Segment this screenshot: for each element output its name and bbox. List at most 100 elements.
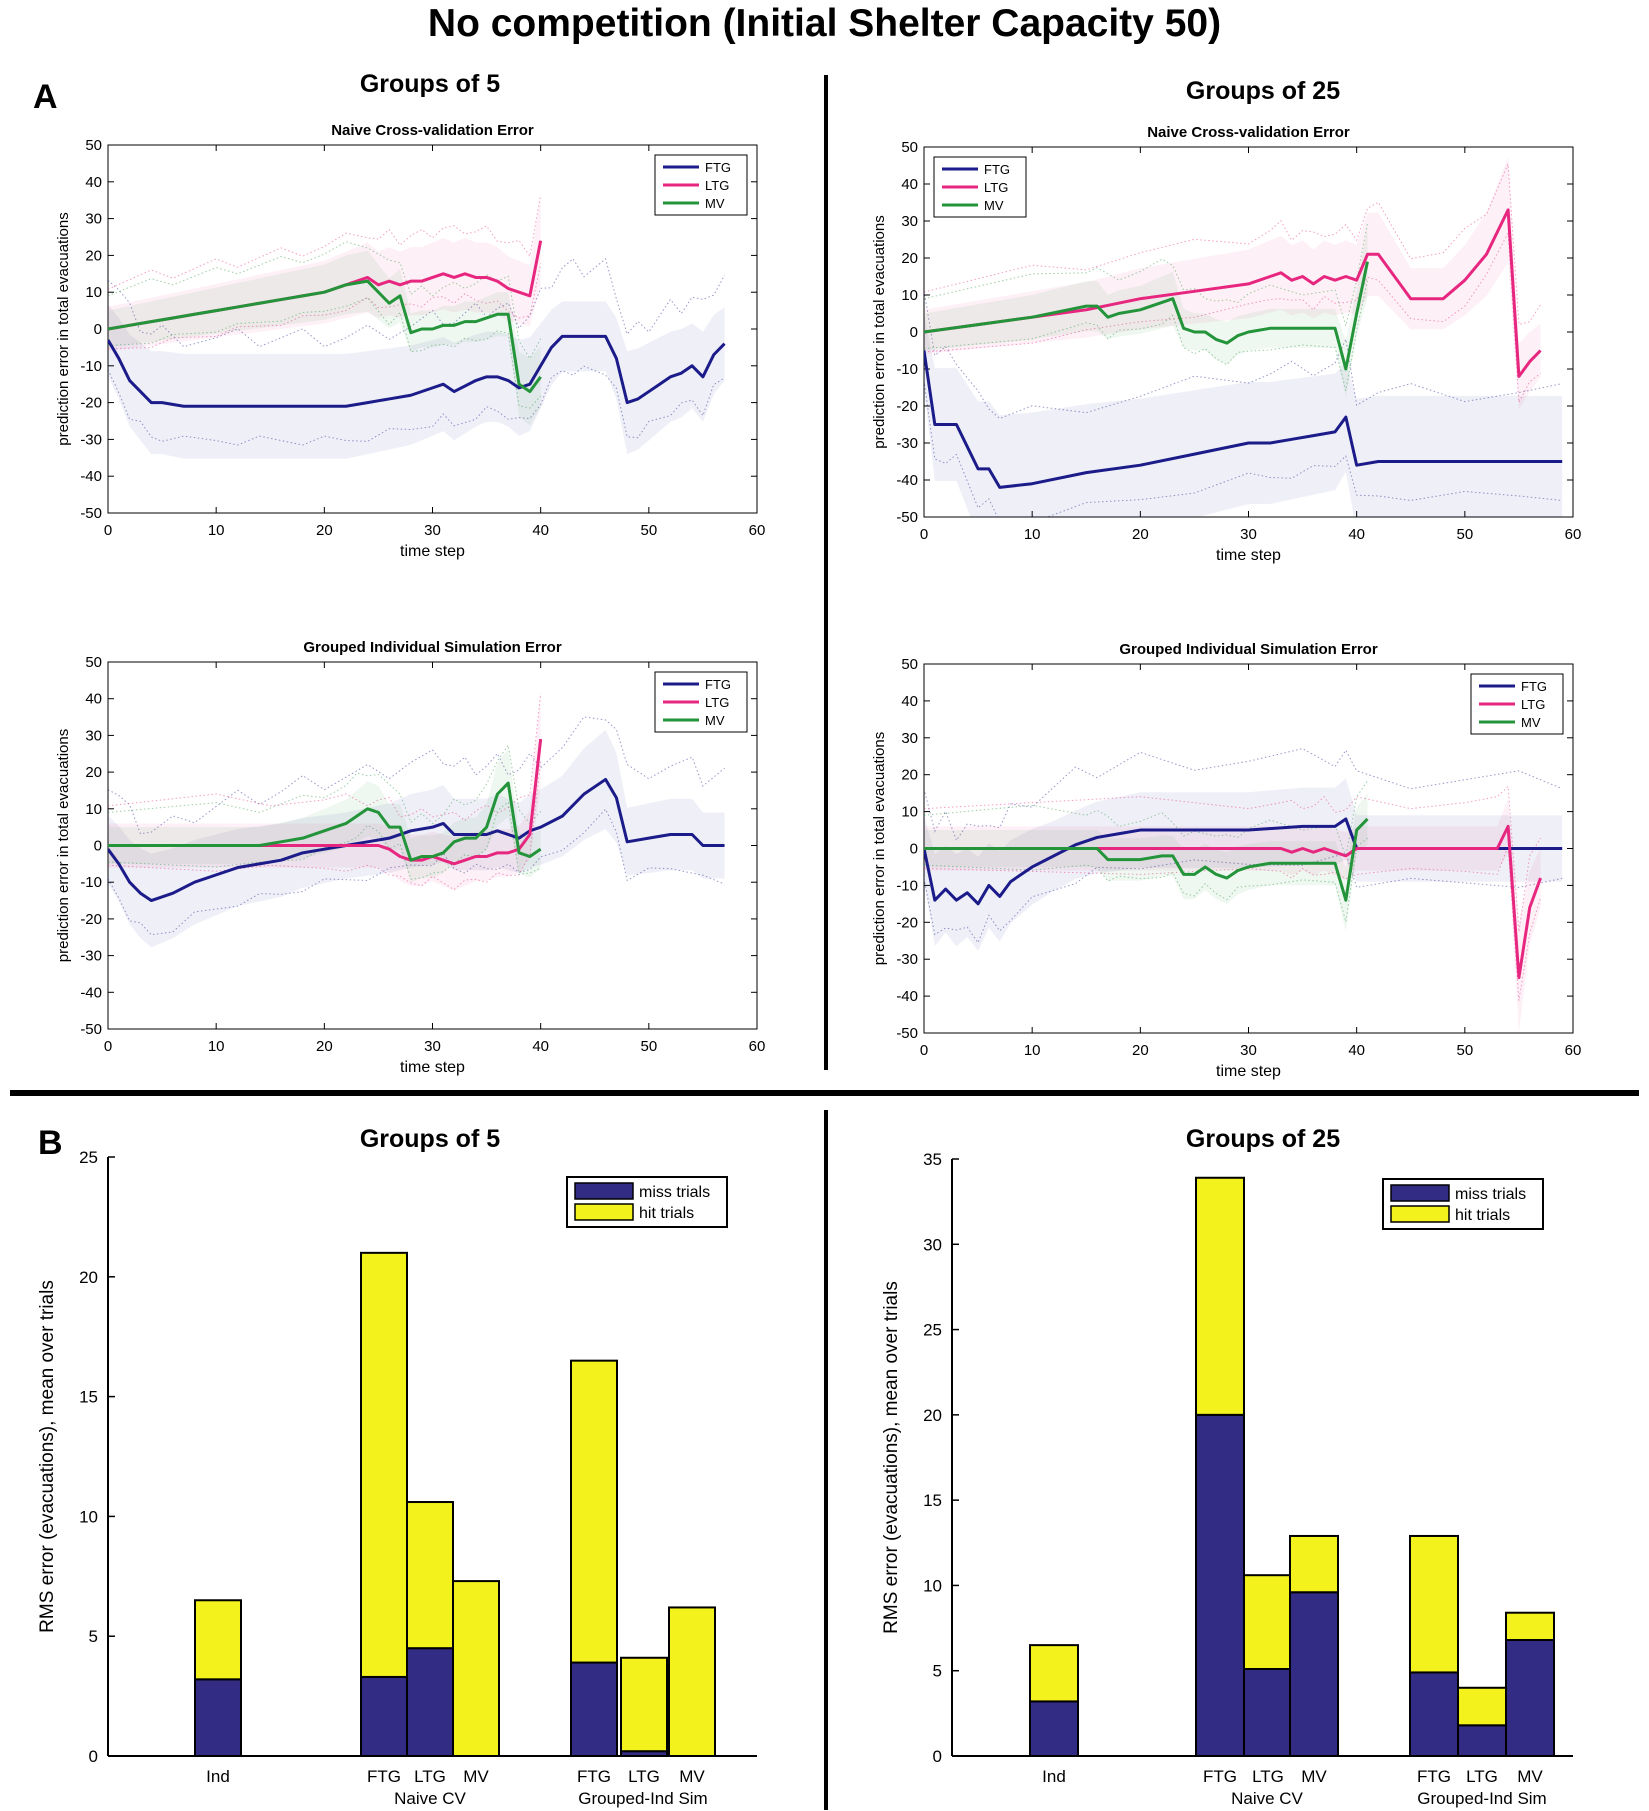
x-tick-label: 60 [749,1038,766,1055]
series-line-ftg [108,334,726,408]
x-tick-label: 50 [1456,526,1473,543]
series-line-mv [108,279,542,394]
x-tick-label: 40 [1348,526,1365,543]
y-tick-label: -50 [80,505,102,522]
y-tick-label: 10 [901,287,918,304]
category-label: FTG [367,1767,401,1786]
series-line-mv [924,261,1369,371]
bar-hit-1 [1195,1176,1245,1416]
y-tick-label: 30 [901,213,918,230]
legend-label-mv: MV [1521,715,1541,730]
x-tick-label: 10 [1024,1042,1041,1059]
bar-hit-2 [1243,1574,1293,1671]
trial-trace-mv [924,837,1368,922]
y-tick-label: 35 [923,1150,942,1169]
legend-label-ftg: FTG [705,677,731,692]
legend-label-ftg: FTG [705,160,731,175]
x-tick-label: 40 [1348,1042,1365,1059]
x-tick-label: 10 [208,1038,225,1055]
x-tick-label: 10 [1024,526,1041,543]
y-tick-label: 40 [85,174,102,191]
legend-swatch-miss [574,1182,634,1200]
y-tick-label: 0 [94,321,102,338]
y-tick-label: -10 [80,874,102,891]
legend-label-mv: MV [984,198,1004,213]
y-tick-label: 10 [923,1576,942,1595]
chart-a25_grouped: 0 10 20 30 40 50 60 -50 -40 -30 -20 -10 0 10 20 30 40 50 G… [871,641,1581,1080]
category-label: LTG [1252,1767,1284,1786]
group-title-b-5: Groups of 5 [359,1125,501,1153]
y-tick-label: 30 [85,727,102,744]
bar-hit-6 [1505,1611,1555,1642]
band-ltg [924,798,1541,1033]
legend-label-ltg: LTG [984,180,1008,195]
category-label: FTG [577,1767,611,1786]
y-tick-label: 0 [933,1747,942,1766]
y-tick-label: 50 [901,139,918,156]
panel-b-divider [824,1110,828,1810]
y-tick-label: 20 [79,1268,98,1287]
band-mv [108,250,541,426]
trial-trace-ltg [108,263,542,350]
y-tick-label: 0 [910,841,918,858]
trial-trace-ftg [924,852,1563,944]
category-label: FTG [1417,1767,1451,1786]
chart-title: Grouped Individual Simulation Error [1119,641,1378,658]
trial-trace-mv [108,743,542,825]
bar-hit-5 [620,1656,668,1753]
bar-miss-4 [1409,1671,1459,1758]
figure-title: No competition (Initial Shelter Capacity… [427,2,1222,45]
x-axis-label: time step [400,1059,465,1076]
category-label: MV [1517,1767,1543,1786]
legend-label-ftg: FTG [984,162,1010,177]
y-tick-label: -30 [896,435,918,452]
series-line-ltg [924,824,1542,980]
y-tick-label: 30 [85,211,102,228]
bar-hit-2 [406,1501,454,1650]
y-tick-label: 10 [79,1507,98,1526]
y-tick-label: 20 [901,767,918,784]
trial-trace-ltg [924,231,1541,405]
bar-miss-4 [570,1661,618,1758]
y-tick-label: 20 [85,247,102,264]
bar-hit-5 [1457,1686,1507,1727]
y-tick-label: -40 [896,988,918,1005]
x-axis-label: time step [400,543,465,560]
x-tick-label: 50 [640,1038,657,1055]
trial-trace-mv [108,241,542,360]
legend: FTG LTG MV [1470,673,1564,735]
series-line-ftg [108,777,725,903]
y-tick-label: 25 [79,1148,98,1167]
y-tick-label: 50 [901,656,918,673]
x-tick-label: 50 [1456,1042,1473,1059]
legend-label-ltg: LTG [1521,697,1545,712]
x-axis-label: time step [1216,547,1281,564]
chart-a25_naive: 0 10 20 30 40 50 60 -50 -40 -30 -20 -10 0 10 20 30 40 50 N… [871,124,1581,564]
category-label: Ind [1042,1767,1066,1786]
bar-hit-0 [1029,1644,1079,1703]
legend: miss trials hit trials [566,1176,728,1228]
y-tick-label: -30 [80,948,102,965]
y-tick-label: -20 [80,911,102,928]
bar-hit-6 [668,1606,716,1757]
y-tick-label: 30 [901,730,918,747]
legend-swatch-miss [1390,1184,1450,1202]
category-label: MV [679,1767,705,1786]
chart-b5: 0 5 10 15 20 25 RMS error (evacuations), mean … [37,1148,757,1808]
y-tick-label: 0 [910,324,918,341]
x-tick-label: 60 [1565,1042,1582,1059]
chart-a5_naive: 0 10 20 30 40 50 60 -50 -40 -30 -20 -10 0 10 20 30 40 50 N… [55,122,765,560]
bar-hit-4 [570,1359,618,1664]
legend-label-mv: MV [705,196,725,211]
y-axis-label: RMS error (evacuations), mean over trial… [37,1280,58,1633]
chart-title: Naive Cross-validation Error [1147,124,1350,141]
y-tick-label: -50 [896,1025,918,1042]
panel-a-label: A [33,78,58,116]
x-tick-label: 0 [920,1042,928,1059]
x-tick-label: 20 [316,1038,333,1055]
legend-swatch-hit [1390,1205,1450,1223]
series-line-ltg [108,738,543,866]
category-label: LTG [1466,1767,1498,1786]
bar-miss-1 [360,1675,408,1758]
